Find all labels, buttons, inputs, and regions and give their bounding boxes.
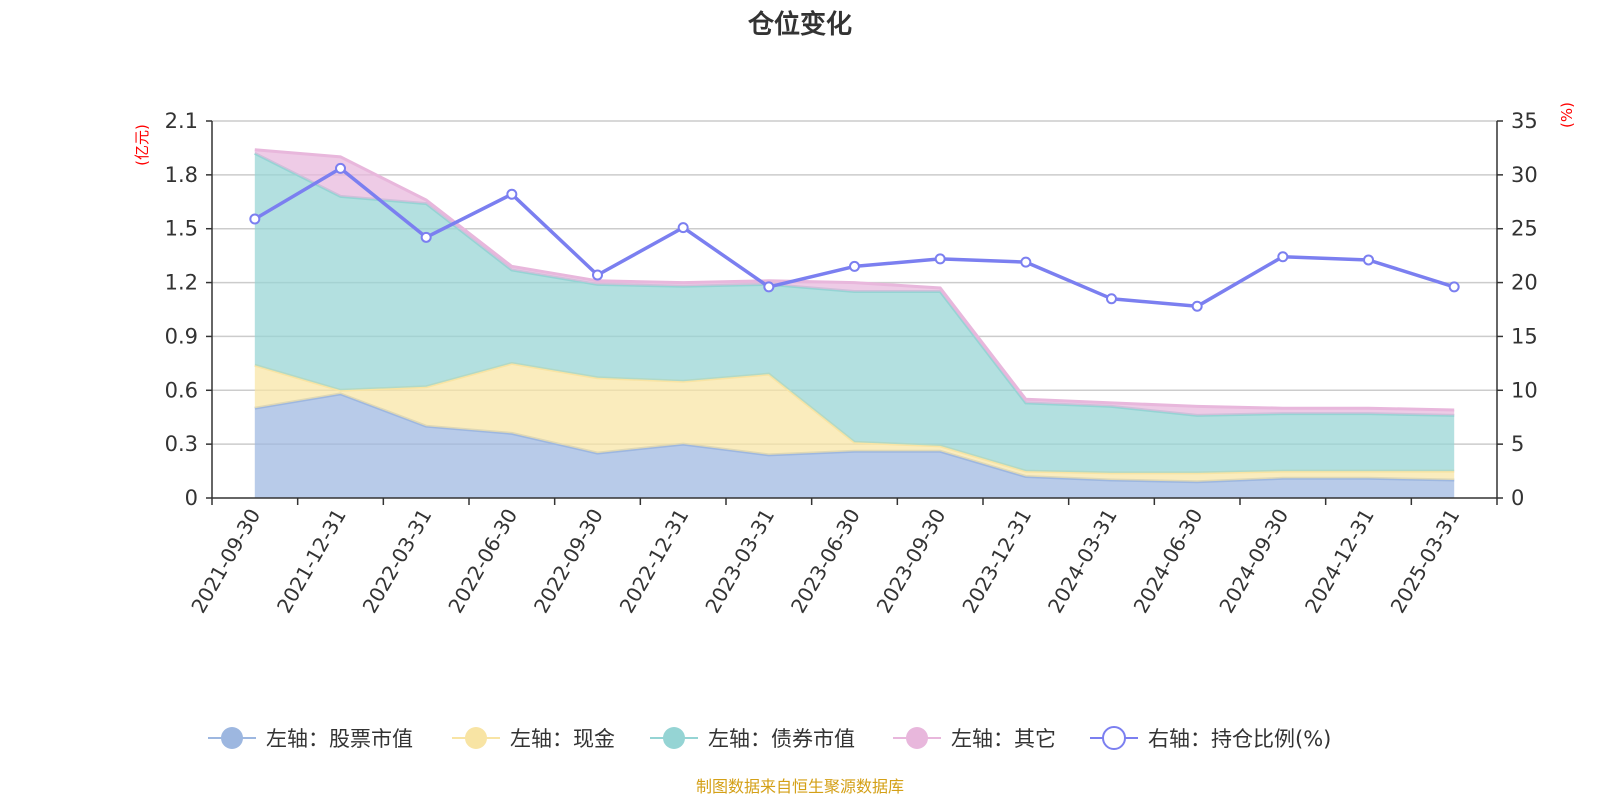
ratio-point [592,269,603,281]
x-tick-label: 2024-12-31 [1300,505,1379,618]
left-tick-label: 1.8 [165,163,198,187]
chart-title: 仓位变化 [747,9,852,40]
left-tick-label: 0.6 [165,378,198,402]
left-tick-label: 2.1 [165,109,198,133]
x-tick-label: 2024-09-30 [1214,505,1293,618]
legend-marker [1102,726,1126,750]
x-tick-label: 2025-03-31 [1386,505,1465,618]
x-tick-label: 2023-03-31 [700,505,779,618]
area-左轴：现金 [254,363,1455,482]
left-axis-unit: (亿元) [133,124,151,166]
left-tick-label: 0 [185,486,198,510]
ratio-point [934,253,946,265]
legend-marker [221,727,243,749]
left-tick-label: 0.3 [165,432,198,456]
ratio-point [1277,251,1289,263]
left-tick-label: 1.2 [165,271,198,295]
x-tick-label: 2022-03-31 [358,504,437,617]
legend-marker [663,727,685,749]
legend-marker [906,727,928,749]
stacked-areas [254,148,1455,498]
ratio-point [506,188,518,200]
data-source-note: 制图数据来自恒生聚源数据库 [696,777,904,796]
area-左轴：其它 [254,149,1455,416]
x-tick-label: 2021-12-31 [272,505,351,618]
right-tick-label: 5 [1511,432,1524,456]
right-tick-label: 10 [1511,378,1538,402]
ratio-point [1020,256,1032,268]
x-tick-label: 2023-12-31 [957,505,1036,618]
axes [206,120,1503,505]
legend-label: 左轴：现金 [510,727,615,751]
right-tick-label: 30 [1511,163,1538,187]
ratio-point [1363,254,1374,266]
ratio-point [1191,300,1203,312]
ratio-point [335,162,346,174]
legend-label: 左轴：股票市值 [266,727,413,751]
x-tick-label: 2021-09-30 [186,505,265,618]
ratio-point [420,231,432,243]
ratio-point [1106,293,1117,305]
ratio-point [677,222,689,234]
x-tick-label: 2022-06-30 [443,505,522,618]
ratio-point [1448,281,1460,293]
x-tick-label: 2024-03-31 [1043,505,1122,618]
right-tick-label: 35 [1511,109,1538,133]
area-左轴：债券市值 [254,153,1455,473]
right-tick-label: 25 [1511,217,1538,241]
x-tick-label: 2022-12-31 [615,505,694,618]
x-tick-label: 2023-06-30 [786,505,865,618]
holding-ratio-line [249,162,1460,312]
legend-label: 左轴：其它 [951,727,1056,751]
legend: 左轴：股票市值 左轴：现金 左轴：债券市值 左轴：其它 右轴：持仓比例(%) [208,726,1331,751]
x-tick-label: 2023-09-30 [872,505,951,618]
ratio-point [849,260,860,272]
left-tick-label: 0.9 [165,324,198,348]
right-axis-unit: (%) [1558,102,1576,128]
legend-label: 左轴：债券市值 [708,727,855,751]
legend-label: 右轴：持仓比例(%) [1148,727,1331,751]
x-tick-label: 2024-06-30 [1129,505,1208,618]
x-tick-label: 2022-09-30 [529,505,608,618]
legend-marker [465,727,487,749]
ratio-point [249,213,261,225]
area-左轴：股票市值 [254,393,1455,498]
right-tick-label: 15 [1511,324,1538,348]
ratio-point [763,281,775,293]
right-tick-label: 20 [1511,271,1538,295]
right-tick-label: 0 [1511,486,1524,510]
left-tick-label: 1.5 [165,217,198,241]
